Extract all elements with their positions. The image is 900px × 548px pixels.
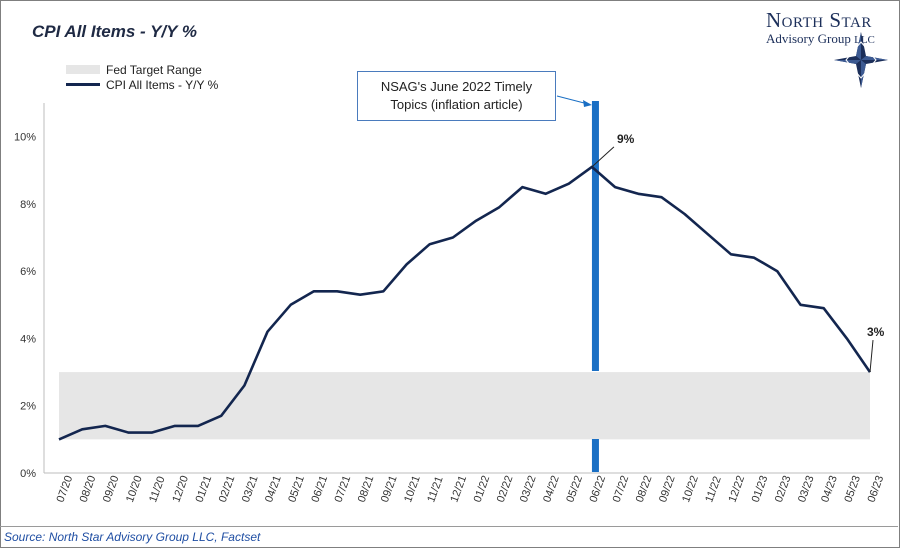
x-tick-label: 04/23: [819, 474, 840, 504]
source-note: Source: North Star Advisory Group LLC, F…: [4, 530, 261, 544]
x-tick-label: 10/22: [680, 474, 701, 504]
x-tick-label: 07/20: [55, 474, 76, 504]
highlight-bar-upper: [591, 101, 599, 371]
logo-name-orth: ORTH: [781, 15, 824, 31]
target-range-band: [59, 372, 870, 440]
x-tick-label: 06/23: [866, 474, 887, 504]
x-tick-label: 06/21: [309, 474, 330, 504]
x-tick-label: 01/21: [194, 474, 215, 504]
x-tick-label: 05/21: [286, 474, 307, 504]
x-tick-label: 05/22: [564, 474, 585, 504]
x-tick-label: 01/22: [472, 474, 493, 504]
x-tick-label: 08/22: [634, 474, 655, 504]
logo-name: NORTH STAR: [766, 8, 872, 33]
x-tick-label: 11/21: [425, 475, 445, 504]
logo-name-n: N: [766, 8, 782, 32]
x-tick-label: 05/23: [842, 474, 863, 504]
compass-star-icon: [834, 32, 888, 88]
logo-name-s: S: [829, 8, 842, 32]
x-tick-label: 08/20: [78, 474, 99, 504]
x-tick-label: 06/22: [587, 474, 608, 504]
y-tick-label: 8%: [20, 199, 36, 211]
series-line-cpi: [58, 165, 872, 441]
x-tick-label: 09/21: [379, 474, 400, 504]
legend-item-cpi: CPI All Items - Y/Y %: [66, 77, 218, 92]
highlight-bar-lower: [591, 439, 599, 472]
callout-arrow-head: [583, 100, 592, 107]
data-label: 9%: [617, 132, 635, 146]
logo-subtitle-text: Advisory Group: [766, 31, 851, 46]
callout-box: NSAG's June 2022 Timely Topics (inflatio…: [357, 71, 556, 121]
company-logo: NORTH STAR Advisory Group LLC: [766, 6, 896, 90]
data-label: 3%: [867, 325, 885, 339]
x-tick-label: 12/21: [448, 474, 469, 504]
x-tick-label: 11/20: [147, 475, 167, 504]
x-tick-label: 04/21: [263, 474, 284, 504]
x-tick-label: 04/22: [541, 474, 562, 504]
x-tick-label: 10/20: [124, 474, 145, 504]
x-tick-label: 07/21: [333, 474, 354, 504]
x-tick-label: 08/21: [356, 474, 377, 504]
x-tick-label: 03/23: [796, 474, 817, 504]
y-tick-label: 0%: [20, 468, 36, 480]
x-tick-label: 02/21: [217, 474, 238, 504]
legend-label-cpi: CPI All Items - Y/Y %: [106, 77, 219, 92]
legend: Fed Target Range CPI All Items - Y/Y %: [66, 62, 218, 92]
x-tick-label: 11/22: [703, 475, 723, 504]
legend-swatch-band: [66, 65, 100, 74]
x-tick-label: 12/20: [170, 474, 191, 504]
x-tick-label: 02/23: [773, 474, 794, 504]
x-tick-label: 07/22: [611, 474, 632, 504]
y-tick-label: 6%: [20, 266, 36, 278]
y-tick-label: 4%: [20, 333, 36, 345]
chart-title: CPI All Items - Y/Y %: [32, 22, 198, 41]
x-tick-label: 03/22: [518, 474, 539, 504]
x-tick-label: 01/23: [750, 474, 771, 504]
x-tick-label: 09/20: [101, 474, 122, 504]
x-tick-label: 09/22: [657, 474, 678, 504]
annotation-leader: [591, 146, 615, 168]
callout-arrow-line: [556, 95, 589, 105]
logo-name-tar: TAR: [841, 15, 872, 31]
y-tick-label: 2%: [20, 401, 36, 413]
annotation-leader: [869, 340, 874, 373]
x-tick-label: 02/22: [495, 474, 516, 504]
x-tick-label: 12/22: [727, 474, 748, 504]
source-divider: [0, 526, 898, 527]
legend-item-target-range: Fed Target Range: [66, 62, 218, 77]
y-tick-label: 10%: [14, 132, 36, 144]
legend-swatch-line: [66, 83, 100, 86]
x-tick-label: 03/21: [240, 474, 261, 504]
legend-label-target-range: Fed Target Range: [106, 62, 202, 77]
x-tick-label: 10/21: [402, 474, 423, 504]
